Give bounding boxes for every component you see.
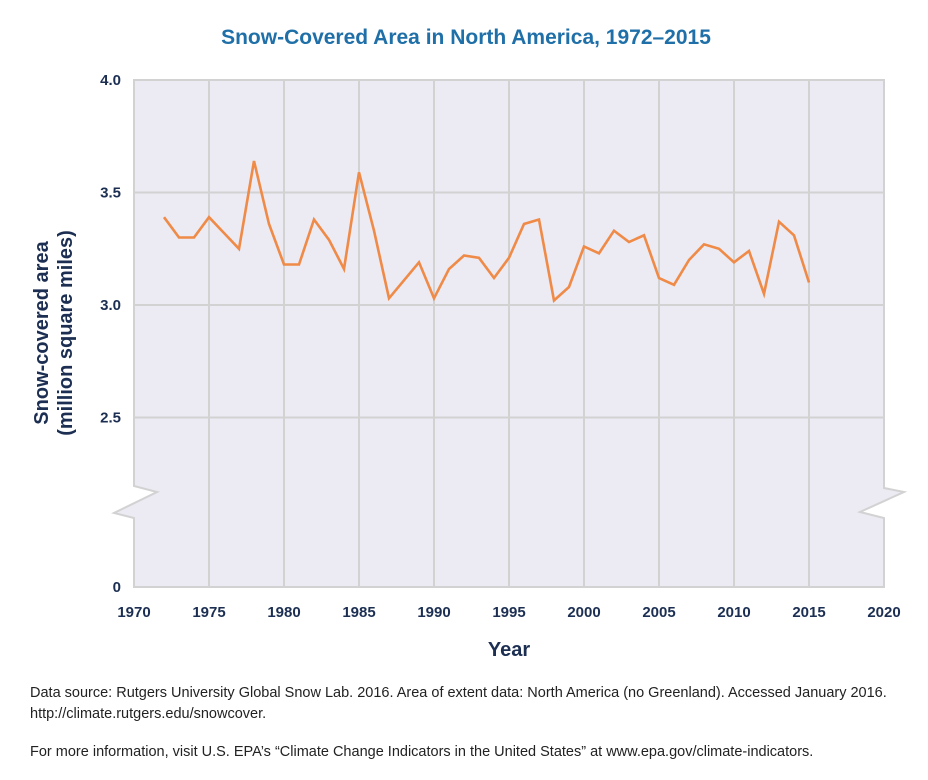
x-tick-label: 2015 <box>792 604 825 621</box>
y-axis-ticks: 0 2.5 3.0 3.5 4.0 <box>100 72 121 596</box>
series-line-snow-cover <box>162 160 811 304</box>
x-tick-label: 1970 <box>117 604 150 621</box>
x-axis-label: Year <box>488 639 530 661</box>
x-tick-label: 2000 <box>567 604 600 621</box>
x-tick-label: 1975 <box>192 604 225 621</box>
y-tick-label: 3.0 <box>100 297 121 314</box>
more-info-note: For more information, visit U.S. EPA’s “… <box>30 744 814 760</box>
x-axis-ticks: 1970 1975 1980 1985 1990 1995 2000 2005 2010 2015… <box>117 604 900 621</box>
data-source-note: Data source: Rutgers University Global S… <box>30 685 887 722</box>
y-tick-label: 2.5 <box>100 410 121 427</box>
x-tick-label: 1980 <box>267 604 300 621</box>
x-tick-label: 1985 <box>342 604 375 621</box>
y-axis-label-line2: (million square miles) <box>55 230 77 436</box>
chart-title: Snow-Covered Area in North America, 1972… <box>221 26 711 49</box>
x-tick-label: 1990 <box>417 604 450 621</box>
x-tick-label: 2010 <box>717 604 750 621</box>
y-tick-label: 3.5 <box>100 185 121 202</box>
y-axis-label-line1: Snow-covered area <box>31 240 53 424</box>
x-tick-label: 2020 <box>867 604 900 621</box>
x-tick-label: 2005 <box>642 604 675 621</box>
y-tick-label: 0 <box>113 579 121 596</box>
gridlines <box>134 80 884 587</box>
plot-border <box>111 79 908 588</box>
x-tick-label: 1995 <box>492 604 525 621</box>
y-axis-label: Snow-covered area (million square miles) <box>31 230 77 436</box>
line-chart: Snow-Covered Area in North America, 1972… <box>31 26 908 661</box>
y-tick-label: 4.0 <box>100 72 121 89</box>
